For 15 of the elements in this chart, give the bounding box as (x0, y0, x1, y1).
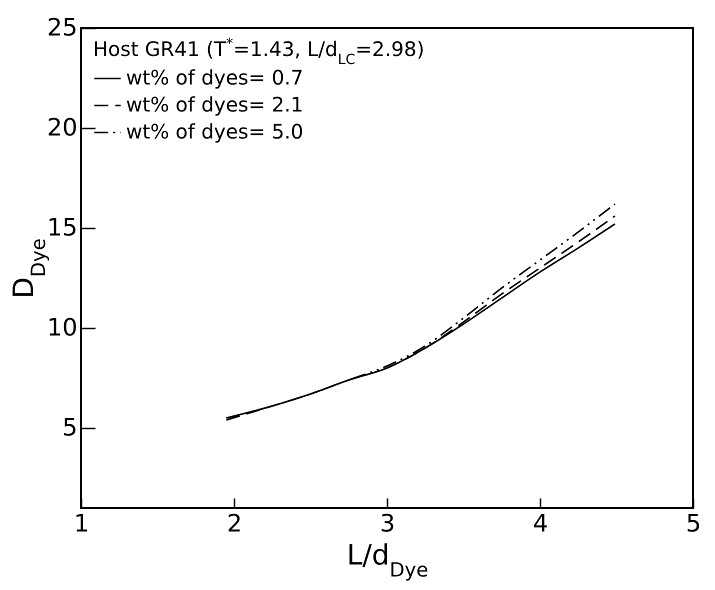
y-tick-label: 15 (46, 214, 78, 242)
x-tick-label: 5 (686, 510, 702, 538)
y-tick-label: 10 (46, 314, 78, 342)
y-tick-label: 5 (62, 414, 78, 442)
x-tick-label: 3 (380, 510, 396, 538)
legend-title: Host GR41 (T$^{*}$=1.43, L/d$_{LC}$=2.98) (93, 36, 424, 68)
legend-label: wt% of dyes= 0.7 (126, 66, 304, 90)
y-tick-label: 20 (46, 114, 78, 142)
x-tick-label: 2 (226, 510, 242, 538)
legend-label: wt% of dyes= 2.1 (126, 92, 304, 116)
legend-label: wt% of dyes= 5.0 (126, 120, 304, 144)
x-axis-title: L/d$_{Dye}$ (346, 538, 428, 581)
x-tick-label: 4 (532, 510, 548, 538)
y-tick-label: 25 (46, 14, 78, 42)
x-tick-label: 1 (74, 510, 90, 538)
